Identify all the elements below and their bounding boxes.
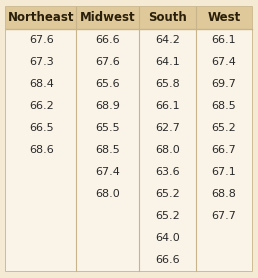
Text: 62.7: 62.7 <box>155 123 180 133</box>
Text: 66.1: 66.1 <box>155 101 180 111</box>
Text: 65.5: 65.5 <box>95 123 120 133</box>
Text: 67.3: 67.3 <box>29 57 54 67</box>
Text: 65.8: 65.8 <box>155 79 180 89</box>
Text: 67.1: 67.1 <box>212 167 236 177</box>
Text: 63.6: 63.6 <box>155 167 180 177</box>
Text: 68.8: 68.8 <box>212 189 236 199</box>
Text: 65.2: 65.2 <box>155 189 180 199</box>
Bar <box>6 7 252 29</box>
Text: 64.1: 64.1 <box>155 57 180 67</box>
Text: 67.7: 67.7 <box>212 211 236 221</box>
Text: 66.6: 66.6 <box>155 255 180 265</box>
Text: 68.5: 68.5 <box>212 101 236 111</box>
Text: 64.2: 64.2 <box>155 35 180 45</box>
Text: Northeast: Northeast <box>8 11 75 24</box>
Text: 67.4: 67.4 <box>212 57 236 67</box>
Text: 66.7: 66.7 <box>212 145 236 155</box>
Text: 68.6: 68.6 <box>29 145 54 155</box>
Text: 69.7: 69.7 <box>212 79 236 89</box>
Text: 68.5: 68.5 <box>95 145 120 155</box>
Text: 66.5: 66.5 <box>29 123 54 133</box>
Text: 68.4: 68.4 <box>29 79 54 89</box>
Text: 65.6: 65.6 <box>95 79 120 89</box>
Text: 66.2: 66.2 <box>29 101 54 111</box>
Text: 67.4: 67.4 <box>95 167 120 177</box>
Text: 65.2: 65.2 <box>155 211 180 221</box>
Text: Midwest: Midwest <box>80 11 135 24</box>
Text: 66.6: 66.6 <box>95 35 120 45</box>
Text: 68.0: 68.0 <box>95 189 120 199</box>
Text: 67.6: 67.6 <box>95 57 120 67</box>
Bar <box>6 29 252 271</box>
Text: 66.1: 66.1 <box>212 35 236 45</box>
Text: 65.2: 65.2 <box>212 123 236 133</box>
Text: West: West <box>207 11 241 24</box>
Text: 64.0: 64.0 <box>155 233 180 243</box>
Text: 68.9: 68.9 <box>95 101 120 111</box>
Text: 68.0: 68.0 <box>155 145 180 155</box>
Text: South: South <box>148 11 187 24</box>
Text: 67.6: 67.6 <box>29 35 54 45</box>
